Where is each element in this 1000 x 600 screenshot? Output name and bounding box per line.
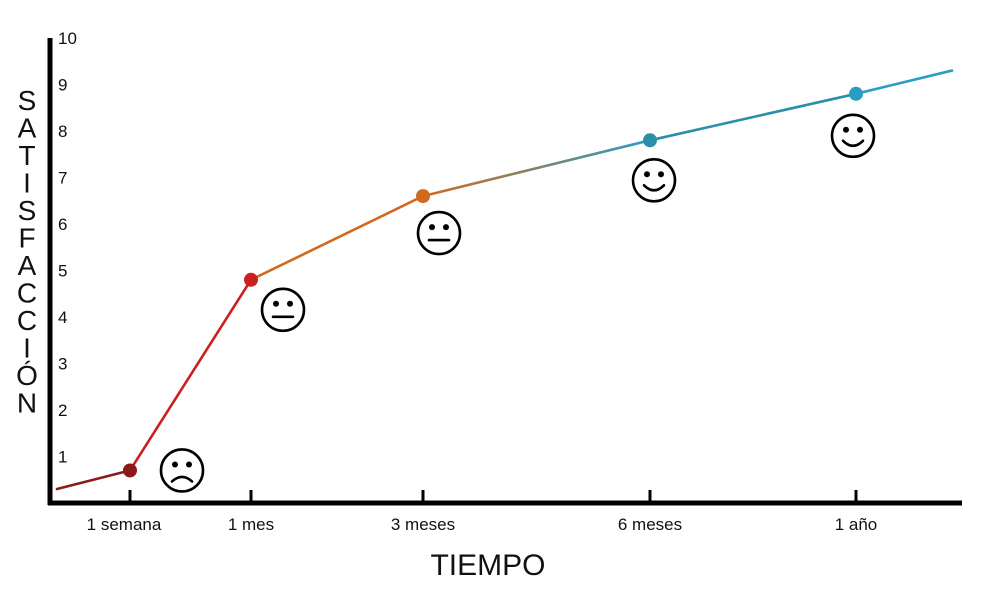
data-point-4 — [643, 133, 657, 148]
happy-face-icon — [830, 113, 876, 159]
series-segment — [55, 469, 132, 491]
y-tick-label: 9 — [58, 76, 67, 95]
data-point-2 — [244, 272, 258, 287]
y-axis-label-letter: C — [17, 278, 37, 309]
y-tick-label: 10 — [58, 29, 77, 48]
data-point-1 — [123, 463, 137, 478]
y-axis-label-letter: A — [18, 250, 37, 281]
y-axis-label-letter: C — [17, 305, 37, 336]
series-line — [55, 69, 954, 491]
y-tick-labels: 1 2 3 4 5 6 7 8 9 10 — [58, 29, 77, 467]
neutral-face-icon — [416, 210, 462, 256]
series-segment — [648, 92, 858, 142]
y-tick-label: 7 — [58, 169, 67, 188]
series-segment — [249, 194, 425, 282]
y-axis-label-letter: S — [18, 195, 37, 226]
y-axis-label-letter: N — [17, 388, 37, 419]
data-point-5 — [849, 86, 863, 101]
y-axis-label-letter: I — [23, 168, 31, 199]
y-tick-label: 4 — [58, 308, 67, 327]
y-tick-label: 5 — [58, 262, 67, 281]
series-segment — [421, 139, 652, 198]
y-axis-label-letter: I — [23, 333, 31, 364]
sad-face-icon — [159, 448, 205, 493]
y-axis-label-letter: F — [18, 223, 35, 254]
neutral-face-icon — [260, 287, 306, 333]
y-tick-label: 6 — [58, 215, 67, 234]
series-segment — [854, 69, 954, 96]
x-axis-label: TIEMPO — [430, 549, 545, 582]
x-tick-label: 1 semana — [87, 515, 162, 534]
y-tick-label: 8 — [58, 122, 67, 141]
series-segment — [128, 278, 253, 472]
y-tick-label: 1 — [58, 448, 67, 467]
y-tick-label: 3 — [58, 355, 67, 374]
x-tick-label: 6 meses — [618, 515, 682, 534]
happy-face-icon — [631, 158, 677, 203]
x-tick-label: 1 año — [835, 515, 878, 534]
data-points — [123, 86, 863, 478]
data-point-3 — [416, 189, 430, 204]
y-axis-label-letter: Ó — [16, 360, 38, 391]
face-annotations — [159, 113, 876, 493]
x-tick-labels: 1 semana 1 mes 3 meses 6 meses 1 año — [87, 490, 878, 534]
y-axis-label-letter: T — [18, 140, 35, 171]
x-tick-label: 3 meses — [391, 515, 455, 534]
y-axis-label-letter: A — [18, 113, 37, 144]
x-tick-label: 1 mes — [228, 515, 274, 534]
y-axis-label-letter: S — [18, 85, 37, 116]
y-tick-label: 2 — [58, 401, 67, 420]
